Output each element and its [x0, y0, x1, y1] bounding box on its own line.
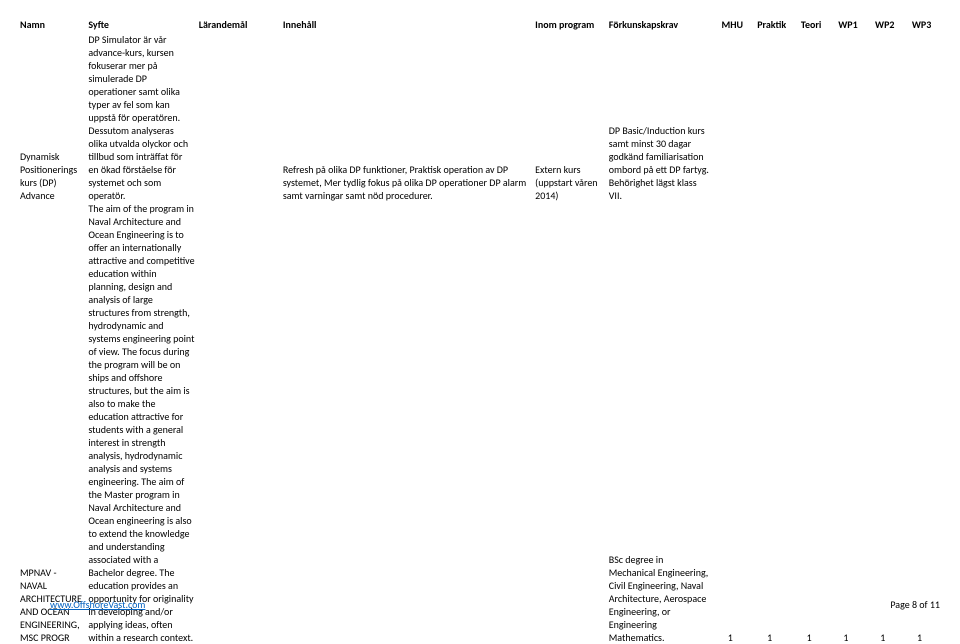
col-wp1: WP1 [830, 18, 867, 33]
col-namn: Namn [20, 18, 88, 33]
col-larandemal: Lärandemål [199, 18, 283, 33]
col-wp2: WP2 [866, 18, 903, 33]
course-table: Namn Syfte Lärandemål Innehåll Inom prog… [20, 18, 940, 644]
header-row: Namn Syfte Lärandemål Innehåll Inom prog… [20, 18, 940, 33]
col-forkunskap: Förkunskapskrav [609, 18, 714, 33]
footer-page: Page 8 of 11 [890, 598, 940, 611]
page-footer: www.OffshoreVast.com Page 8 of 11 [50, 598, 940, 611]
col-innehall: Innehåll [283, 18, 535, 33]
cell-forkunskap: BSc degree in Mechanical Engineering, Ci… [609, 202, 714, 644]
col-inom: Inom program [535, 18, 609, 33]
table-row: MPNAV - NAVAL ARCHITECTURE AND OCEAN ENG… [20, 202, 940, 644]
cell-forkunskap: DP Basic/Induction kurs samt minst 30 da… [609, 33, 714, 202]
cell-wp3: 1 [903, 202, 940, 644]
cell-inom [535, 202, 609, 644]
cell-teori [793, 33, 830, 202]
cell-innehall: Refresh på olika DP funktioner, Praktisk… [283, 33, 535, 202]
col-praktik: Praktik [751, 18, 793, 33]
cell-innehall [283, 202, 535, 644]
cell-praktik: 1 [751, 202, 793, 644]
table-row: Dynamisk Positionerings kurs (DP) Advanc… [20, 33, 940, 202]
cell-wp2 [866, 33, 903, 202]
cell-mhu [714, 33, 751, 202]
cell-praktik [751, 33, 793, 202]
cell-syfte: The aim of the program in Naval Architec… [88, 202, 198, 644]
col-mhu: MHU [714, 18, 751, 33]
cell-namn: MPNAV - NAVAL ARCHITECTURE AND OCEAN ENG… [20, 202, 88, 644]
footer-link[interactable]: www.OffshoreVast.com [50, 598, 145, 611]
col-wp3: WP3 [903, 18, 940, 33]
cell-wp1: 1 [830, 202, 867, 644]
cell-larandemal [199, 33, 283, 202]
col-syfte: Syfte [88, 18, 198, 33]
cell-larandemal [199, 202, 283, 644]
cell-wp2: 1 [866, 202, 903, 644]
cell-syfte: DP Simulator är vår advance-kurs, kursen… [88, 33, 198, 202]
cell-inom: Extern kurs (uppstart våren 2014) [535, 33, 609, 202]
cell-wp3 [903, 33, 940, 202]
cell-teori: 1 [793, 202, 830, 644]
cell-namn: Dynamisk Positionerings kurs (DP) Advanc… [20, 33, 88, 202]
cell-wp1 [830, 33, 867, 202]
cell-mhu: 1 [714, 202, 751, 644]
col-teori: Teori [793, 18, 830, 33]
